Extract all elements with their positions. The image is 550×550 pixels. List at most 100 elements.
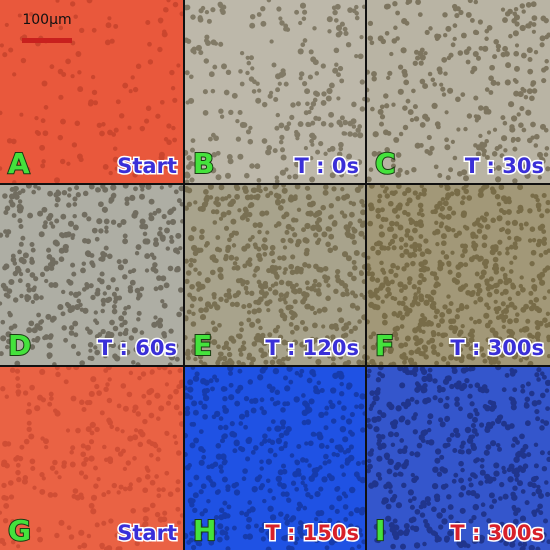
cell — [62, 243, 69, 251]
cell — [502, 493, 509, 500]
cell — [518, 328, 524, 333]
cell — [302, 81, 308, 87]
cell — [437, 200, 443, 207]
cell — [196, 287, 201, 292]
cell — [166, 0, 171, 3]
cell — [348, 486, 356, 494]
cell — [314, 71, 320, 76]
cell — [241, 476, 247, 482]
cell — [314, 223, 321, 230]
cell — [397, 367, 404, 372]
cell — [245, 217, 250, 222]
cell — [72, 224, 79, 231]
cell — [17, 199, 23, 204]
cell — [224, 526, 230, 532]
cell — [139, 193, 145, 200]
cell — [528, 290, 534, 296]
cell — [413, 542, 421, 549]
cell — [299, 368, 305, 374]
cell — [139, 286, 145, 292]
cell — [192, 409, 199, 416]
cell — [470, 444, 477, 451]
cell — [418, 234, 424, 239]
cell — [493, 470, 500, 477]
cell — [491, 166, 496, 172]
cell — [502, 17, 508, 24]
cell — [520, 545, 526, 550]
cell — [140, 371, 147, 377]
cell — [500, 115, 506, 121]
cell — [323, 425, 329, 431]
cell — [297, 48, 304, 55]
cell — [53, 192, 60, 198]
cell — [203, 58, 210, 64]
cell — [432, 378, 438, 384]
cell — [15, 389, 22, 396]
cell — [470, 69, 475, 75]
cell — [520, 306, 527, 313]
cell — [223, 459, 228, 464]
cell — [43, 438, 49, 445]
cell — [225, 546, 231, 550]
cell — [217, 523, 224, 530]
cell — [189, 177, 195, 183]
cell — [495, 165, 502, 171]
cell — [19, 112, 24, 117]
cell — [26, 327, 33, 334]
cell — [230, 338, 237, 344]
cell — [454, 401, 460, 407]
panel-letter: C — [375, 147, 396, 180]
cell — [41, 159, 46, 164]
cell — [144, 344, 150, 350]
cell — [164, 524, 171, 531]
cell — [343, 30, 349, 36]
cell — [309, 305, 315, 312]
cell — [460, 467, 465, 473]
cell — [17, 278, 23, 284]
cell — [512, 485, 518, 491]
cell — [29, 242, 35, 247]
cell — [362, 344, 365, 350]
cell — [534, 331, 541, 338]
cell — [542, 518, 549, 524]
cell — [304, 186, 309, 191]
cell — [223, 196, 229, 201]
cell — [313, 90, 319, 96]
cell — [526, 88, 533, 95]
cell — [116, 490, 121, 495]
cell — [486, 291, 493, 298]
cell — [460, 32, 467, 39]
cell — [77, 86, 84, 93]
cell — [281, 356, 286, 362]
cell — [93, 310, 98, 315]
cell — [443, 402, 450, 410]
cell — [456, 127, 461, 132]
cell — [405, 98, 411, 104]
cell — [416, 211, 422, 216]
cell — [390, 262, 396, 269]
cell — [300, 42, 306, 48]
cell — [61, 325, 67, 331]
cell — [348, 344, 355, 351]
cell — [481, 384, 488, 390]
cell — [507, 318, 513, 325]
cell — [225, 69, 232, 76]
cell — [477, 191, 484, 198]
cell — [412, 361, 418, 365]
cell — [10, 138, 17, 145]
cell — [399, 288, 404, 293]
cell — [167, 265, 174, 272]
cell — [434, 457, 441, 464]
cell — [294, 486, 300, 492]
cell — [523, 326, 530, 333]
cell — [59, 158, 66, 165]
cell — [281, 468, 288, 475]
cell — [490, 217, 496, 224]
cell — [66, 161, 71, 166]
cell — [384, 186, 389, 191]
cell — [208, 378, 214, 384]
cell — [435, 352, 441, 357]
cell — [267, 505, 274, 512]
cell — [530, 249, 537, 256]
cell — [444, 535, 450, 542]
